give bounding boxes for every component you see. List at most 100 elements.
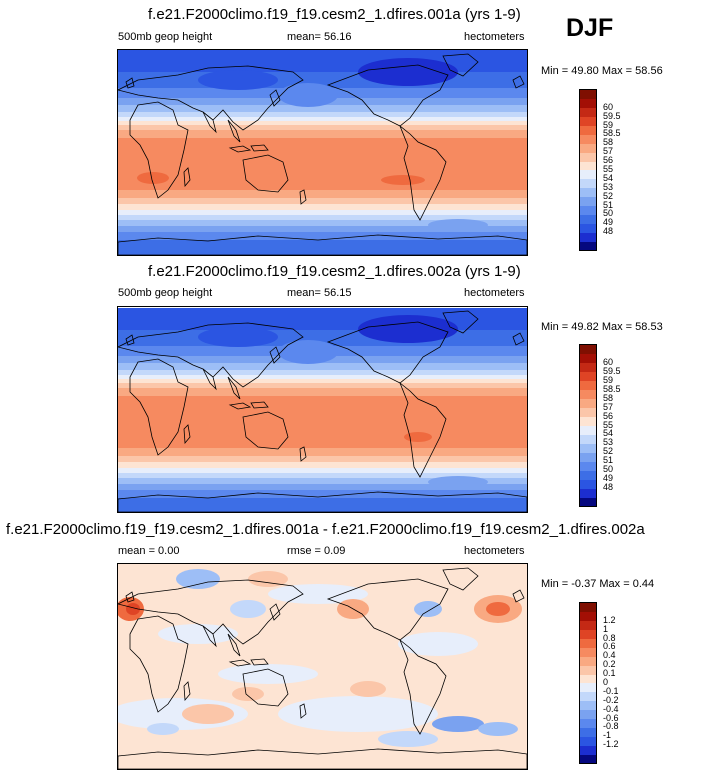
coastline [202, 625, 241, 657]
colorbar-cell [580, 416, 596, 426]
coastline [228, 658, 269, 667]
colorbar-cell [580, 223, 596, 233]
colorbar-tick-label: -0.4 [603, 703, 619, 714]
colorbar-tick-label: 56 [603, 155, 614, 166]
contour-band [118, 363, 527, 370]
colorbar-tick-label: 57 [603, 401, 614, 412]
contour-band [118, 138, 527, 190]
contour-region [232, 687, 264, 701]
coastline [202, 111, 241, 143]
panel3-units-label: hectometers [464, 545, 525, 557]
contour-region [126, 603, 140, 615]
coastline [183, 424, 191, 445]
coastline [125, 75, 525, 89]
contour-band [118, 220, 527, 226]
panel2-variable-label: 500mb geop height [118, 287, 213, 299]
panel3-heatmap [118, 564, 527, 769]
coastline [125, 332, 525, 346]
panel3-rmse-label: rmse = 0.09 [287, 545, 346, 557]
contour-band [118, 240, 527, 255]
colorbar-tick-label: -0.8 [603, 721, 619, 732]
colorbar-cell [580, 700, 596, 711]
colorbar-tick-label: 54 [603, 428, 614, 439]
colorbar-cell [580, 152, 596, 162]
colorbar-cell [580, 407, 596, 418]
coastline [118, 234, 527, 255]
colorbar-tick-label: 0.1 [603, 668, 616, 679]
contour-region [478, 722, 518, 736]
coastline [228, 401, 269, 410]
panel2-colorbar [579, 344, 597, 507]
colorbar-cell [580, 638, 596, 648]
contour-region [137, 172, 169, 184]
colorbar-tick-label: 51 [603, 455, 614, 466]
coastline [242, 668, 289, 707]
coastline [442, 310, 479, 334]
panel2-minmax-label: Min = 49.82 Max = 58.53 [541, 321, 663, 333]
colorbar-cell [580, 754, 596, 764]
colorbar-tick-label: 58 [603, 392, 614, 403]
coastline [125, 589, 525, 603]
panel3-title: f.e21.F2000climo.f19_f19.cesm2_1.dfires.… [6, 521, 645, 538]
coastline [183, 167, 191, 188]
panel1-minmax-label: Min = 49.80 Max = 58.56 [541, 65, 663, 77]
coastline [442, 567, 479, 591]
colorbar-tick-label: 0.6 [603, 641, 616, 652]
colorbar-cell [580, 178, 596, 189]
colorbar-cell [580, 461, 596, 471]
colorbar-cell [580, 398, 596, 409]
colorbar-cell [580, 656, 596, 666]
contour-region [248, 571, 288, 587]
colorbar-tick-label: 54 [603, 172, 614, 183]
colorbar-cell [580, 443, 596, 453]
coastline [129, 101, 189, 199]
contour-band [118, 117, 527, 121]
colorbar-cell [580, 452, 596, 462]
contour-band [118, 456, 527, 462]
contour-band [118, 121, 527, 125]
contour-region [428, 219, 488, 231]
colorbar-cell [580, 232, 596, 242]
colorbar-tick-label: 1.2 [603, 614, 616, 625]
colorbar-cell [580, 161, 596, 171]
contour-region [486, 602, 510, 616]
colorbar-tick-label: 56 [603, 410, 614, 421]
colorbar-tick-label: 51 [603, 199, 614, 210]
contour-region [398, 632, 478, 656]
panel2-title: f.e21.F2000climo.f19_f19.cesm2_1.dfires.… [148, 263, 521, 280]
panel1-colorbar [579, 89, 597, 251]
contour-region [378, 731, 438, 747]
coastline [242, 154, 289, 193]
contour-band [118, 198, 527, 204]
contour-band [118, 462, 527, 468]
coastline [326, 578, 449, 641]
contour-band [118, 125, 527, 130]
season-label: DJF [566, 14, 614, 42]
contour-band [118, 190, 527, 198]
colorbar-cell [580, 362, 596, 373]
coastline [299, 703, 307, 719]
colorbar-tick-label: -0.6 [603, 712, 619, 723]
colorbar-tick-label: 49 [603, 217, 614, 228]
contour-band [118, 473, 527, 478]
colorbar-cell [580, 683, 596, 693]
colorbar-tick-label: 48 [603, 482, 614, 493]
colorbar-tick-label: 49 [603, 473, 614, 484]
colorbar-cell [580, 107, 596, 118]
colorbar-cell [580, 380, 596, 391]
contour-band [118, 468, 527, 473]
coastline [118, 491, 527, 512]
colorbar-cell [580, 647, 596, 657]
colorbar-tick-label: 50 [603, 464, 614, 475]
panel3-mean-label: mean = 0.00 [118, 545, 180, 557]
colorbar-tick-label: 50 [603, 208, 614, 219]
colorbar-cell [580, 611, 596, 622]
coastline [269, 346, 281, 364]
coastline [242, 411, 289, 450]
colorbar-cell [580, 389, 596, 400]
coastline [118, 322, 304, 388]
panel1-heatmap [118, 50, 527, 255]
colorbar-cell [580, 709, 596, 720]
colorbar-tick-label: 53 [603, 437, 614, 448]
contour-band [118, 226, 527, 232]
